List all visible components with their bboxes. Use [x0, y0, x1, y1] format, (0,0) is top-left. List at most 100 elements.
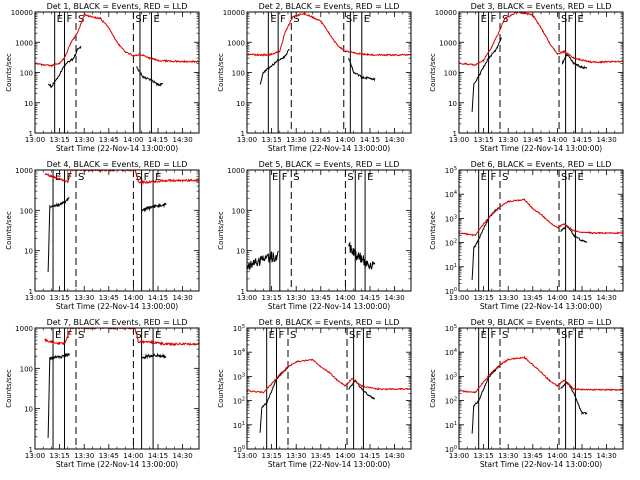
interval-label: E: [365, 330, 371, 341]
y-tick-label: 102: [445, 397, 457, 406]
panel-title: Det 3, BLACK = Events, RED = LLD: [471, 2, 612, 11]
y-tick-label: 103: [445, 214, 457, 223]
events-series-line: [259, 48, 376, 85]
x-tick-label: 14:30: [385, 294, 405, 302]
x-tick-label: 14:00: [547, 452, 567, 460]
y-tick-exponent: 0: [242, 445, 245, 451]
y-tick-exponent: 1: [242, 421, 245, 427]
interval-label: F: [279, 330, 285, 341]
x-tick-label: 13:30: [74, 136, 94, 144]
x-tick-label: 13:00: [237, 294, 257, 302]
y-tick-label: 101: [445, 421, 457, 430]
y-axis-label: Counts/sec: [217, 211, 225, 250]
y-tick-label: 105: [445, 166, 457, 175]
plot-frame: [34, 169, 200, 292]
plot-frame: [458, 169, 624, 292]
detector-panel-8: Det 8, BLACK = Events, RED = LLD10010110…: [217, 318, 412, 469]
interval-label: F: [142, 14, 148, 25]
x-axis-label: Start Time (22-Nov-14 13:00:00): [56, 460, 178, 469]
panel-title: Det 8, BLACK = Events, RED = LLD: [259, 318, 400, 327]
x-tick-label: 14:15: [572, 452, 592, 460]
y-tick-label: 100: [20, 70, 33, 78]
x-tick-label: 14:15: [572, 136, 592, 144]
y-tick-exponent: 1: [454, 421, 457, 427]
y-tick-exponent: 0: [454, 287, 457, 293]
x-tick-label: 14:00: [335, 136, 355, 144]
plot-frame: [34, 327, 200, 450]
y-tick-label: 1000: [439, 39, 457, 47]
y-tick-exponent: 5: [454, 324, 457, 330]
y-tick-label: 103: [233, 372, 245, 381]
y-tick-label: 1000: [227, 39, 245, 47]
plot-frame: [246, 169, 412, 292]
y-axis-label: Counts/sec: [429, 211, 437, 250]
x-tick-label: 14:00: [335, 294, 355, 302]
interval-label: S: [502, 330, 508, 341]
detector-panel-4: Det 4, BLACK = Events, RED = LLD 1 10 100 10…: [5, 160, 200, 311]
x-tick-label: 14:30: [385, 136, 405, 144]
y-tick-label: 105: [445, 324, 457, 333]
interval-label: F: [568, 172, 574, 183]
x-tick-label: 13:30: [286, 452, 306, 460]
x-tick-label: 13:30: [498, 294, 518, 302]
x-axis-label: Start Time (22-Nov-14 13:00:00): [56, 302, 178, 311]
y-tick-exponent: 2: [242, 397, 245, 403]
x-tick-label: 14:30: [173, 294, 193, 302]
x-tick-label: 13:15: [474, 136, 494, 144]
x-tick-label: 14:00: [123, 136, 143, 144]
x-tick-label: 13:15: [50, 294, 70, 302]
y-axis-label: Counts/sec: [5, 369, 13, 408]
x-tick-label: 13:45: [99, 294, 119, 302]
events-series-line: [259, 366, 376, 433]
interval-label: E: [155, 330, 161, 341]
y-tick-label: 10000: [223, 9, 245, 17]
y-tick-label: 10: [448, 100, 457, 108]
detector-panel-3: Det 3, BLACK = Events, RED = LLD 1 10 100 10…: [429, 2, 624, 153]
y-tick-label: 105: [233, 324, 245, 333]
x-tick-label: 13:15: [50, 452, 70, 460]
events-series-line: [471, 364, 588, 434]
y-tick-label: 10: [236, 248, 245, 256]
x-tick-label: 13:45: [311, 294, 331, 302]
x-tick-label: 13:15: [474, 294, 494, 302]
x-tick-label: 14:30: [173, 452, 193, 460]
y-tick-exponent: 3: [454, 214, 457, 220]
y-tick-label: 100: [20, 207, 33, 215]
x-axis-label: Start Time (22-Nov-14 13:00:00): [268, 460, 390, 469]
x-tick-label: 13:15: [262, 452, 282, 460]
interval-label: E: [155, 172, 161, 183]
y-tick-exponent: 2: [454, 397, 457, 403]
interval-label: F: [491, 14, 497, 25]
interval-label: S: [561, 172, 567, 183]
interval-label: E: [577, 172, 583, 183]
x-tick-label: 13:45: [311, 452, 331, 460]
x-tick-label: 13:00: [237, 136, 257, 144]
y-tick-label: 10: [24, 100, 33, 108]
x-tick-label: 13:30: [498, 136, 518, 144]
panel-title: Det 6, BLACK = Events, RED = LLD: [471, 160, 612, 169]
y-tick-exponent: 5: [242, 324, 245, 330]
y-tick-exponent: 4: [454, 348, 457, 354]
y-axis-label: Counts/sec: [429, 53, 437, 92]
y-tick-label: 10: [24, 248, 33, 256]
detector-panel-6: Det 6, BLACK = Events, RED = LLD10010110…: [429, 160, 624, 311]
y-tick-exponent: 4: [242, 348, 245, 354]
x-tick-label: 13:30: [74, 294, 94, 302]
interval-label: F: [280, 14, 286, 25]
y-tick-label: 100: [445, 287, 457, 296]
events-series-line: [47, 352, 167, 438]
y-tick-exponent: 0: [454, 445, 457, 451]
plot-frame: [246, 11, 412, 134]
interval-label: F: [282, 172, 288, 183]
y-tick-label: 1: [453, 130, 457, 138]
y-axis-label: Counts/sec: [429, 369, 437, 408]
x-tick-label: 13:45: [99, 452, 119, 460]
x-tick-label: 13:15: [262, 136, 282, 144]
lld-series-line: [247, 12, 411, 57]
x-tick-label: 14:00: [547, 136, 567, 144]
x-tick-label: 14:15: [148, 294, 168, 302]
x-tick-label: 14:30: [385, 452, 405, 460]
x-tick-label: 13:45: [523, 294, 543, 302]
y-tick-label: 1: [29, 446, 33, 454]
